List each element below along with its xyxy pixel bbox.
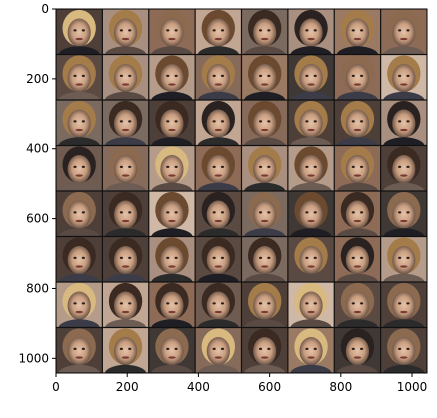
face-tile (334, 54, 381, 111)
face-tile (56, 236, 103, 293)
x-axis: 0 200 400 600 800 1000 (52, 373, 427, 394)
x-tick-label: 400 (187, 380, 210, 394)
image-area (56, 9, 427, 373)
y-axis: 0 200 400 600 800 1000 (18, 2, 56, 365)
face-tile (334, 327, 381, 373)
face-tile (148, 327, 196, 373)
face-tile (380, 327, 427, 373)
x-tick-label: 0 (52, 380, 60, 394)
x-tick-label: 200 (116, 380, 139, 394)
y-tick-label: 800 (26, 281, 49, 295)
face-tile (102, 191, 149, 247)
axes-frame (55, 8, 428, 374)
face-tile (380, 9, 427, 65)
face-tile (195, 145, 242, 202)
face-tile (241, 145, 288, 202)
face-tile (102, 327, 149, 373)
x-tick-label: 800 (329, 380, 352, 394)
face-tile (56, 54, 103, 111)
face-tile (102, 54, 149, 111)
face-tile (287, 327, 335, 373)
face-tile (287, 54, 335, 111)
y-tick-label: 0 (41, 2, 49, 16)
y-tick-label: 1000 (18, 351, 49, 365)
face-tile (241, 282, 288, 338)
face-tile (241, 327, 288, 373)
face-tile (102, 236, 149, 293)
y-tick-label: 400 (26, 142, 49, 156)
y-tick-label: 200 (26, 72, 49, 86)
face-tile (287, 100, 335, 156)
face-tile (56, 327, 103, 373)
x-tick-label: 1000 (397, 380, 428, 394)
face-tile (380, 236, 427, 293)
face-tile (195, 327, 242, 373)
face-tile (148, 145, 196, 202)
x-tick-label: 600 (258, 380, 281, 394)
face-tile (380, 145, 427, 202)
face-tile (380, 282, 427, 338)
face-tile (380, 54, 427, 111)
y-tick-label: 600 (26, 212, 49, 226)
face-tile (102, 282, 149, 338)
face-tile (287, 282, 335, 338)
